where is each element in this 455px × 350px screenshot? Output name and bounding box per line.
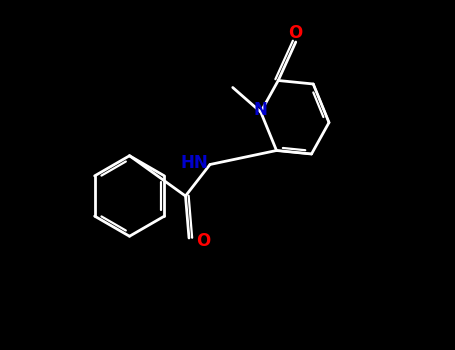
Text: N: N [254, 101, 268, 119]
Text: O: O [288, 24, 303, 42]
Text: HN: HN [181, 154, 208, 172]
Text: O: O [196, 232, 210, 251]
